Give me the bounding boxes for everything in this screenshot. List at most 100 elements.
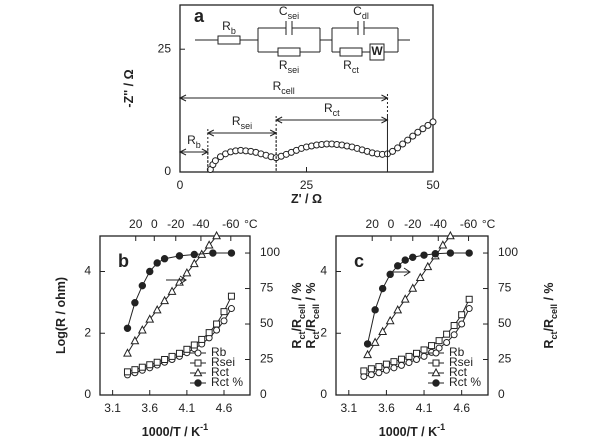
circuit-label-part: sei	[288, 65, 300, 75]
marker	[360, 367, 368, 375]
y2-tick-label: 0	[260, 387, 267, 401]
legend-label: Rsei	[449, 355, 473, 369]
y2-tick-label: 25	[498, 352, 512, 366]
plot-frame	[335, 235, 489, 396]
marker	[167, 286, 177, 295]
marker	[175, 252, 184, 260]
marker	[413, 355, 421, 363]
marker	[420, 251, 428, 259]
marker	[175, 349, 183, 357]
circuit-label-part: C	[279, 4, 288, 18]
marker	[397, 355, 405, 363]
marker	[420, 346, 428, 354]
legend-marker	[193, 367, 203, 377]
marker	[450, 331, 458, 339]
legend-marker	[431, 367, 441, 377]
marker	[370, 337, 380, 346]
marker	[227, 305, 235, 313]
marker	[394, 262, 402, 270]
marker	[431, 250, 440, 258]
marker	[213, 320, 221, 328]
annotation-label-part: b	[196, 140, 201, 150]
marker	[435, 344, 443, 352]
marker	[363, 340, 372, 348]
legend-marker	[432, 349, 440, 357]
resistor	[217, 35, 241, 45]
y2-tick-label: 50	[498, 316, 512, 330]
y2-axis-label-part: / %	[542, 282, 556, 304]
marker	[419, 125, 427, 133]
annotation-label: Rcell	[273, 79, 295, 96]
legend-marker	[432, 359, 440, 367]
panel-label: a	[194, 6, 205, 26]
marker	[130, 335, 140, 345]
legend-label: Rct %	[449, 375, 481, 389]
marker	[390, 364, 398, 372]
marker	[443, 330, 451, 338]
capacitor	[285, 21, 365, 35]
marker	[465, 295, 473, 303]
circuit-label-part: sei	[288, 11, 300, 21]
x2-tick-label: -60	[222, 217, 240, 231]
y-tick-label: 0	[84, 387, 91, 401]
x-axis-label-part: -1	[437, 422, 445, 432]
plot-frame	[99, 235, 251, 396]
y-axis-label-part: R	[290, 340, 304, 349]
circuit-label: W	[371, 44, 383, 58]
pointer-arrow	[390, 267, 411, 277]
resistor	[277, 47, 301, 57]
marker	[145, 314, 155, 323]
marker	[400, 294, 410, 303]
y2-tick-label: 75	[498, 281, 512, 295]
marker	[227, 249, 236, 257]
annotation-label: Rct	[324, 101, 340, 118]
warburg	[369, 43, 385, 61]
y2-tick-label: 100	[260, 245, 280, 259]
marker	[123, 324, 132, 332]
marker	[413, 349, 421, 357]
y-axis-label: Rct/Rcell / %	[290, 282, 307, 348]
x-tick-label: 3.6	[141, 401, 158, 415]
y2-axis-label-part: /R	[542, 319, 556, 332]
marker	[458, 311, 466, 319]
marker	[211, 157, 219, 165]
x-axis-label-part: -1	[200, 422, 208, 432]
legend-label: Rb	[449, 345, 465, 359]
x-tick-label: 4.6	[216, 401, 233, 415]
annotation-label-part: R	[324, 101, 333, 115]
panel-label: b	[118, 251, 129, 271]
x-tick-label: 3.1	[104, 401, 121, 415]
legend-label: Rct	[449, 365, 468, 379]
marker	[394, 144, 402, 152]
marker	[131, 299, 139, 307]
marker	[404, 136, 412, 144]
marker	[153, 259, 161, 267]
x-tick-label: 4.1	[179, 401, 196, 415]
x-tick-label: 50	[426, 178, 440, 192]
x-tick-label: 0	[177, 178, 184, 192]
y-tick-label: 0	[320, 387, 327, 401]
marker	[209, 249, 217, 257]
marker	[198, 335, 206, 343]
y-axis-label-part: /R	[290, 319, 304, 332]
marker	[182, 267, 192, 277]
annotation	[275, 116, 389, 172]
marker	[399, 140, 407, 148]
legend-label: Rct	[211, 365, 230, 379]
marker	[386, 270, 394, 279]
x-tick-label: 3.6	[378, 401, 395, 415]
marker	[424, 121, 432, 129]
marker	[138, 363, 146, 371]
y-tick-label: 4	[320, 264, 327, 278]
marker	[438, 240, 448, 249]
y2-axis-label-part: R	[304, 340, 318, 349]
marker	[371, 306, 379, 314]
x-tick-label: 25	[300, 178, 314, 192]
x-tick-label: 4.1	[416, 401, 433, 415]
circuit-label-part: W	[371, 44, 383, 58]
marker	[429, 118, 437, 126]
marker	[382, 360, 390, 368]
circuit-label-part: R	[222, 19, 231, 33]
x2-axis-unit: °C	[244, 217, 258, 231]
